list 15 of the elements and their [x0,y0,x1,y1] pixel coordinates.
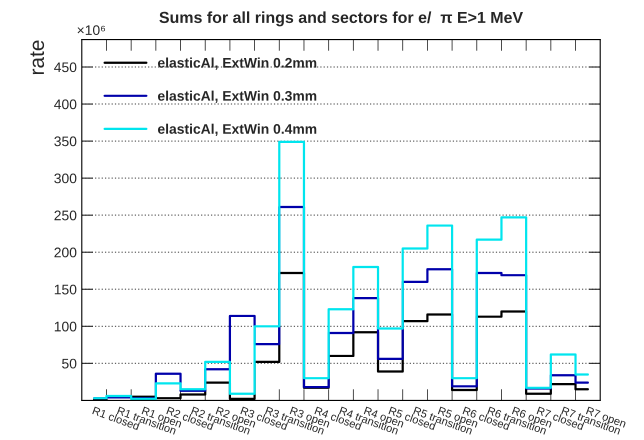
y-tick-label: 400 [54,99,76,110]
text: ×10⁶ [78,25,106,36]
y-tick-label: 250 [54,210,76,220]
legend-label: elasticAl, ExtWin 0.2mm [158,58,316,70]
y-tick-label: 300 [54,173,76,184]
y-axis-title: rate [30,40,44,74]
y-tick-label: 450 [54,62,76,72]
y-tick-label: 50 [62,358,76,369]
legend-label: elasticAl, ExtWin 0.3mm [158,90,316,103]
y-tick-label: 200 [54,248,76,258]
y-tick-label: 100 [54,322,76,332]
legend-label: elasticAl, ExtWin 0.4mm [158,124,316,136]
y-tick-label: 350 [54,136,76,146]
chart-title: Sums for all rings and sectors for e/ π E>1 MeV [159,11,523,26]
y-tick-label: 150 [54,284,76,294]
